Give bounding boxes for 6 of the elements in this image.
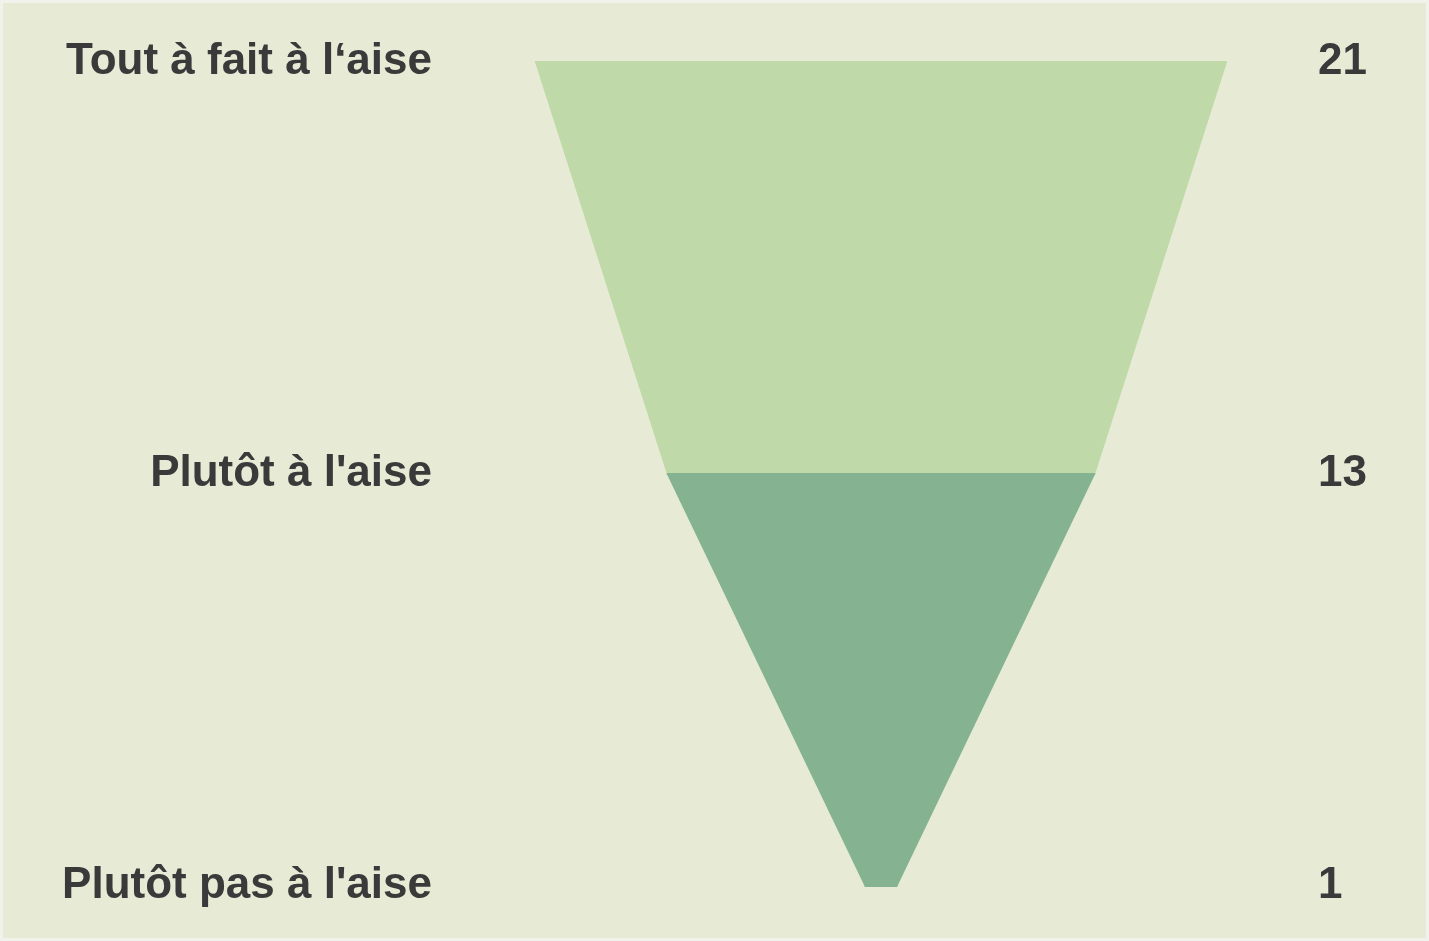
category-label: Plutôt pas à l'aise — [62, 858, 432, 908]
data-label: 21 — [1318, 34, 1367, 84]
data-label: 1 — [1318, 858, 1343, 908]
category-label: Plutôt à l'aise — [150, 446, 432, 496]
category-label: Tout à fait à l‘aise — [66, 34, 432, 84]
data-label: 13 — [1318, 446, 1367, 496]
